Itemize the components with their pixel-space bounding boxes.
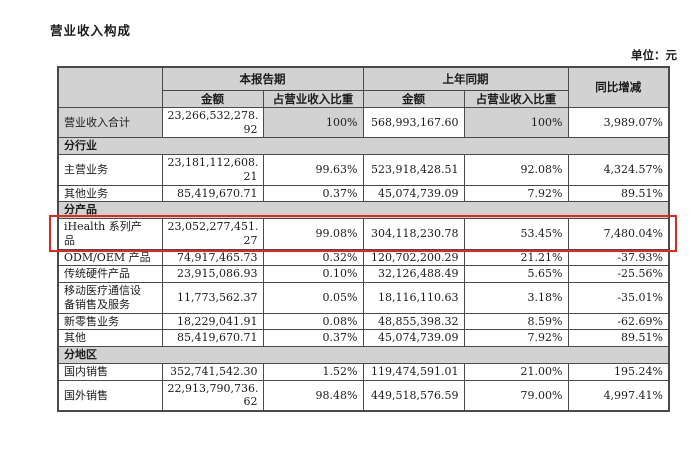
- col-header-share-prior: 占营业收入比重: [463, 89, 569, 108]
- current-share-cell: 1.52%: [262, 362, 364, 381]
- prior-share-cell: 7.92%: [463, 184, 569, 203]
- yoy-cell: 7,480.04%: [567, 218, 670, 250]
- row-label-cell: 主营业务: [57, 154, 163, 186]
- table-row: 其他 85,419,670.71 0.37% 45,074,739.09 7.92% 89…: [57, 329, 670, 348]
- revenue-table: 本报告期 上年同期 同比增减 金额 占营业收入比重 金额 占营业收入比重 营业收…: [57, 66, 670, 413]
- prior-share-cell: 21.21%: [463, 248, 569, 267]
- header-row-measures: 金额 占营业收入比重 金额 占营业收入比重: [58, 89, 669, 108]
- prior-share-cell: 8.59%: [463, 312, 569, 331]
- current-share-cell: 99.08%: [262, 218, 364, 250]
- prior-share-cell: 79.00%: [463, 379, 569, 412]
- current-amount-cell: 22,913,790,736. 62: [161, 379, 264, 412]
- corner-cell: [57, 66, 163, 108]
- page-title: 营业收入构成: [50, 23, 132, 38]
- col-header-prior-period: 上年同期: [362, 66, 569, 91]
- yoy-cell: -25.56%: [567, 265, 670, 284]
- col-header-amount-prior: 金额: [362, 89, 465, 108]
- current-amount-cell: 23,915,086.93: [161, 265, 264, 284]
- current-amount-cell: 23,052,277,451. 27: [161, 218, 264, 250]
- current-amount-cell: 85,419,670.71: [161, 184, 264, 203]
- section-label: 分行业: [57, 137, 670, 156]
- current-share-cell: 0.10%: [262, 265, 364, 284]
- row-label-cell: iHealth 系列产 品: [57, 218, 163, 250]
- current-amount-cell: 352,741,542.30: [161, 362, 264, 381]
- col-header-amount-current: 金额: [161, 89, 264, 108]
- table-row: 其他业务 85,419,670.71 0.37% 45,074,739.09 7.92%…: [57, 184, 670, 203]
- current-amount-cell: 74,917,465.73: [161, 248, 264, 267]
- yoy-cell: 4,997.41%: [567, 379, 670, 412]
- prior-amount-cell: 45,074,739.09: [362, 184, 465, 203]
- prior-share-cell: 92.08%: [463, 154, 569, 186]
- table-row: 国内销售 352,741,542.30 1.52% 119,474,591.01 21.…: [57, 362, 670, 381]
- row-label-cell: ODM/OEM 产品: [57, 248, 163, 267]
- prior-amount-cell: 304,118,230.78: [362, 218, 465, 250]
- yoy-cell: 89.51%: [567, 329, 670, 348]
- yoy-cell: 4,324.57%: [567, 154, 670, 186]
- table-row: 传统硬件产品 23,915,086.93 0.10% 32,126,488.49 5.6…: [57, 265, 670, 284]
- prior-amount-cell: 119,474,591.01: [362, 362, 465, 381]
- section-row: 分行业: [57, 137, 670, 156]
- prior-amount-cell: 45,074,739.09: [362, 329, 465, 348]
- table-row: 主营业务 23,181,112,608. 21 99.63% 523,918,428.…: [57, 154, 670, 186]
- row-label-cell: 国外销售: [57, 379, 163, 412]
- section-label: 分地区: [57, 346, 670, 364]
- yoy-cell: -62.69%: [567, 312, 670, 331]
- unit-label: 单位：元: [631, 48, 677, 62]
- section-row: 分地区: [57, 346, 670, 364]
- header-row-periods: 本报告期 上年同期 同比增减: [57, 66, 670, 108]
- section-row: 分产品: [57, 201, 670, 220]
- prior-amount-cell: 32,126,488.49: [362, 265, 465, 284]
- yoy-cell: -35.01%: [567, 282, 670, 314]
- current-share-cell: 0.08%: [262, 312, 364, 331]
- row-label-cell: 其他业务: [57, 184, 163, 203]
- current-share-cell: 100%: [262, 106, 364, 139]
- table-row-highlighted: iHealth 系列产 品 23,052,277,451. 27 99.08% 304…: [57, 218, 670, 250]
- prior-share-cell: 3.18%: [463, 282, 569, 314]
- current-amount-cell: 23,266,532,278. 92: [161, 106, 264, 139]
- current-share-cell: 0.05%: [262, 282, 364, 314]
- row-label-cell: 移动医疗通信设 备销售及服务: [57, 282, 163, 314]
- yoy-cell: 89.51%: [567, 184, 670, 203]
- prior-share-cell: 21.00%: [463, 362, 569, 381]
- revenue-table-wrap: 本报告期 上年同期 同比增减 金额 占营业收入比重 金额 占营业收入比重 营业收…: [49, 66, 677, 413]
- current-amount-cell: 18,229,041.91: [161, 312, 264, 331]
- row-label-cell: 营业收入合计: [57, 106, 163, 139]
- current-amount-cell: 11,773,562.37: [161, 282, 264, 314]
- current-share-cell: 0.37%: [262, 184, 364, 203]
- prior-amount-cell: 18,116,110.63: [362, 282, 465, 314]
- col-header-yoy: 同比增减: [567, 66, 670, 108]
- section-label: 分产品: [57, 201, 670, 220]
- table-row: 新零售业务 18,229,041.91 0.08% 48,855,398.32 8.59…: [57, 312, 670, 331]
- current-share-cell: 0.37%: [262, 329, 364, 348]
- current-share-cell: 98.48%: [262, 379, 364, 412]
- row-label-cell: 其他: [57, 329, 163, 348]
- table-body: 营业收入合计 23,266,532,278. 92 100% 568,993,167.…: [57, 106, 670, 412]
- current-share-cell: 0.32%: [262, 248, 364, 267]
- prior-amount-cell: 568,993,167.60: [362, 106, 465, 139]
- yoy-cell: 195.24%: [567, 362, 670, 381]
- row-label-cell: 国内销售: [57, 362, 163, 381]
- col-header-share-current: 占营业收入比重: [262, 89, 364, 108]
- yoy-cell: 3,989.07%: [567, 106, 670, 139]
- prior-amount-cell: 449,518,576.59: [362, 379, 465, 412]
- prior-amount-cell: 523,918,428.51: [362, 154, 465, 186]
- prior-share-cell: 7.92%: [463, 329, 569, 348]
- prior-amount-cell: 48,855,398.32: [362, 312, 465, 331]
- row-label-cell: 新零售业务: [57, 312, 163, 331]
- table-row: 营业收入合计 23,266,532,278. 92 100% 568,993,167.…: [57, 106, 670, 139]
- current-amount-cell: 23,181,112,608. 21: [161, 154, 264, 186]
- yoy-cell: -37.93%: [567, 248, 670, 267]
- table-row: ODM/OEM 产品 74,917,465.73 0.32% 120,702,200.…: [57, 248, 670, 267]
- current-share-cell: 99.63%: [262, 154, 364, 186]
- col-header-current-period: 本报告期: [161, 66, 364, 91]
- row-label-cell: 传统硬件产品: [57, 265, 163, 284]
- table-row: 国外销售 22,913,790,736. 62 98.48% 449,518,576.…: [57, 379, 670, 412]
- prior-share-cell: 100%: [463, 106, 569, 139]
- prior-share-cell: 53.45%: [463, 218, 569, 250]
- table-row: 移动医疗通信设 备销售及服务 11,773,562.37 0.05% 18,116,1…: [57, 282, 670, 314]
- table-header: 本报告期 上年同期 同比增减 金额 占营业收入比重 金额 占营业收入比重: [57, 66, 670, 108]
- prior-share-cell: 5.65%: [463, 265, 569, 284]
- current-amount-cell: 85,419,670.71: [161, 329, 264, 348]
- prior-amount-cell: 120,702,200.29: [362, 248, 465, 267]
